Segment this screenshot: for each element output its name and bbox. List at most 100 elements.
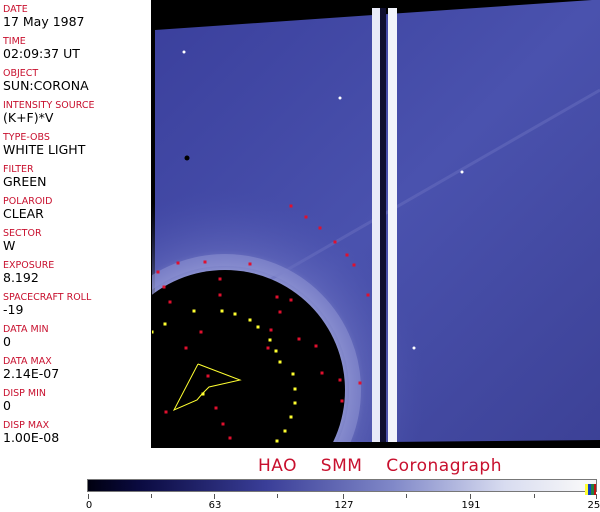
bright-stripe: [372, 8, 380, 442]
info-panel: DATE 17 May 1987 TIME 02:09:37 UT OBJECT SUN:…: [0, 0, 152, 448]
field-label: FILTER: [3, 163, 34, 176]
colorbar-highlight: [585, 480, 596, 495]
overlay-red-marker: [266, 346, 270, 350]
field-value: GREEN: [3, 174, 47, 189]
overlay-red-marker: [320, 371, 324, 375]
field-label: DISP MAX: [3, 419, 50, 432]
field-value: W: [3, 238, 16, 253]
overlay-red-marker: [162, 285, 166, 289]
overlay-red-marker: [218, 293, 222, 297]
overlay-yellow-marker: [293, 387, 297, 391]
coronagraph-image: [89, 0, 600, 512]
overlay-red-marker: [214, 406, 218, 410]
colorbar-tick-label: 127: [334, 500, 354, 511]
field-spacecraft-roll: SPACECRAFT ROLL -19: [3, 292, 91, 317]
overlay-red-marker: [275, 295, 279, 299]
overlay-red-marker: [314, 344, 318, 348]
field-value: 0: [3, 398, 11, 413]
overlay-red-marker: [278, 310, 282, 314]
colorbar-minor-tick: [406, 494, 407, 498]
field-intensity-source: INTENSITY SOURCE (K+F)*V: [3, 100, 95, 125]
overlay-red-marker: [203, 260, 207, 264]
field-label: INTENSITY SOURCE: [3, 99, 95, 112]
overlay-red-marker: [199, 330, 203, 334]
overlay-red-marker: [156, 270, 160, 274]
overlay-yellow-marker: [220, 309, 224, 313]
overlay-yellow-marker: [248, 318, 252, 322]
field-value: 02:09:37 UT: [3, 46, 80, 61]
field-polaroid: POLAROID CLEAR: [3, 196, 52, 221]
field-value: 8.192: [3, 270, 39, 285]
colorbar-tick-label: 0: [85, 500, 93, 511]
field-label: EXPOSURE: [3, 259, 55, 272]
field-label: OBJECT: [3, 67, 39, 80]
overlay-yellow-marker: [293, 401, 297, 405]
colorbar-tick-label: 255: [587, 500, 600, 511]
overlay-yellow-marker: [283, 429, 287, 433]
overlay-red-marker: [318, 226, 322, 230]
colorbar-tick: [470, 494, 471, 499]
field-sector: SECTOR W: [3, 228, 42, 253]
colorbar-tick: [596, 494, 597, 499]
field-label: DATA MAX: [3, 355, 52, 368]
overlay-yellow-marker: [150, 330, 154, 334]
overlay-yellow-marker: [163, 322, 167, 326]
field-label: SPACECRAFT ROLL: [3, 291, 92, 304]
overlay-red-marker: [366, 293, 370, 297]
overlay-yellow-marker: [278, 360, 282, 364]
colorbar: [87, 479, 597, 492]
overlay-red-marker: [352, 263, 356, 267]
overlay-red-marker: [338, 378, 342, 382]
field-disp-max: DISP MAX 1.00E-08: [3, 420, 59, 445]
overlay-yellow-marker: [274, 349, 278, 353]
field-value: 17 May 1987: [3, 14, 85, 29]
field-label: SECTOR: [3, 227, 42, 240]
field-label: DATA MIN: [3, 323, 49, 336]
field-label: DISP MIN: [3, 387, 47, 400]
overlay-red-marker: [176, 261, 180, 265]
overlay-yellow-marker: [291, 372, 295, 376]
field-type-obs: TYPE-OBS WHITE LIGHT: [3, 132, 85, 157]
overlay-red-marker: [218, 277, 222, 281]
field-value: (K+F)*V: [3, 110, 54, 125]
colorbar-minor-tick: [534, 494, 535, 498]
field-filter: FILTER GREEN: [3, 164, 47, 189]
overlay-red-marker: [304, 215, 308, 219]
overlay-yellow-marker: [201, 392, 205, 396]
overlay-red-marker: [248, 262, 252, 266]
field-object: OBJECT SUN:CORONA: [3, 68, 89, 93]
colorbar-tick: [343, 494, 344, 499]
field-value: SUN:CORONA: [3, 78, 89, 93]
field-value: WHITE LIGHT: [3, 142, 86, 157]
colorbar-minor-tick: [277, 494, 278, 498]
overlay-red-marker: [184, 346, 188, 350]
field-label: TIME: [3, 35, 26, 48]
field-time: TIME 02:09:37 UT: [3, 36, 80, 61]
overlay-yellow-marker: [275, 439, 279, 443]
colorbar-tick-label: 191: [461, 500, 481, 511]
field-value: 0: [3, 334, 11, 349]
overlay-red-marker: [206, 374, 210, 378]
overlay-yellow-marker: [192, 309, 196, 313]
image-title: HAO SMM Coronagraph: [258, 456, 502, 476]
field-value: -19: [3, 302, 24, 317]
overlay-red-marker: [297, 337, 301, 341]
overlay-red-marker: [340, 399, 344, 403]
overlay-red-marker: [168, 300, 172, 304]
field-value: 2.14E-07: [3, 366, 60, 381]
field-data-min: DATA MIN 0: [3, 324, 49, 349]
field-value: CLEAR: [3, 206, 44, 221]
overlay-red-marker: [164, 410, 168, 414]
overlay-yellow-marker: [268, 338, 272, 342]
overlay-yellow-marker: [256, 325, 260, 329]
colorbar-minor-tick: [151, 494, 152, 498]
overlay-yellow-marker: [233, 312, 237, 316]
field-data-max: DATA MAX 2.14E-07: [3, 356, 59, 381]
overlay-red-marker: [289, 298, 293, 302]
field-value: 1.00E-08: [3, 430, 60, 445]
overlay-red-marker: [228, 436, 232, 440]
overlay-red-marker: [289, 204, 293, 208]
overlay-red-marker: [358, 381, 362, 385]
field-date: DATE 17 May 1987: [3, 4, 85, 29]
field-label: TYPE-OBS: [3, 131, 50, 144]
